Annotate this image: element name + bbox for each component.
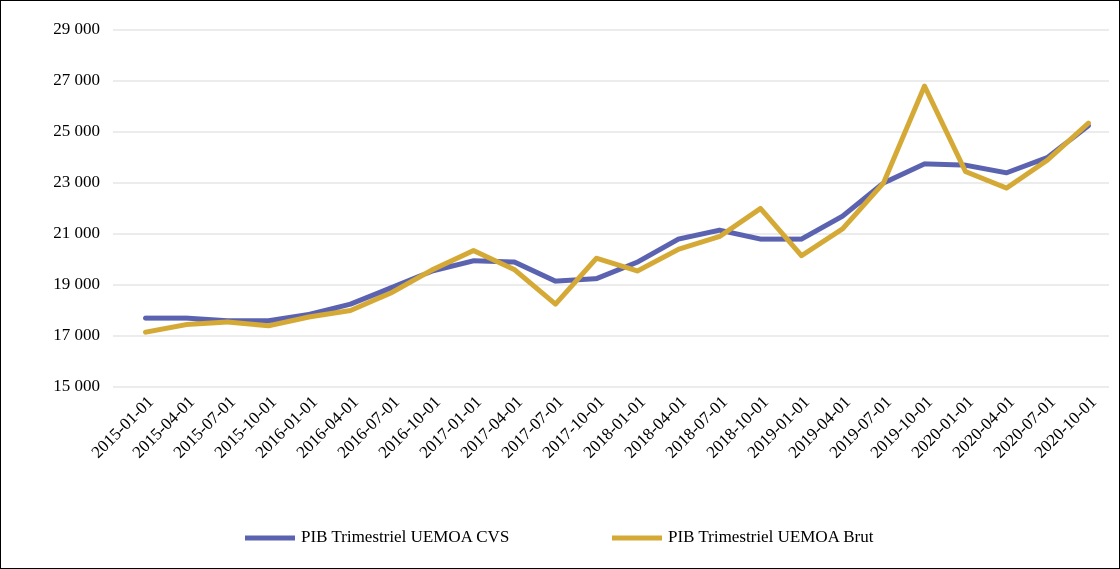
y-tick-label: 19 000 (53, 274, 100, 293)
y-tick-label: 23 000 (53, 172, 100, 191)
legend-label: PIB Trimestriel UEMOA CVS (301, 527, 509, 546)
y-tick-label: 29 000 (53, 19, 100, 38)
y-tick-label: 25 000 (53, 121, 100, 140)
y-tick-label: 21 000 (53, 223, 100, 242)
y-tick-label: 17 000 (53, 325, 100, 344)
series-line (143, 83, 1091, 335)
series-line (143, 123, 1091, 324)
legend-label: PIB Trimestriel UEMOA Brut (668, 527, 874, 546)
y-tick-label: 27 000 (53, 70, 100, 89)
y-tick-label: 15 000 (53, 376, 100, 395)
